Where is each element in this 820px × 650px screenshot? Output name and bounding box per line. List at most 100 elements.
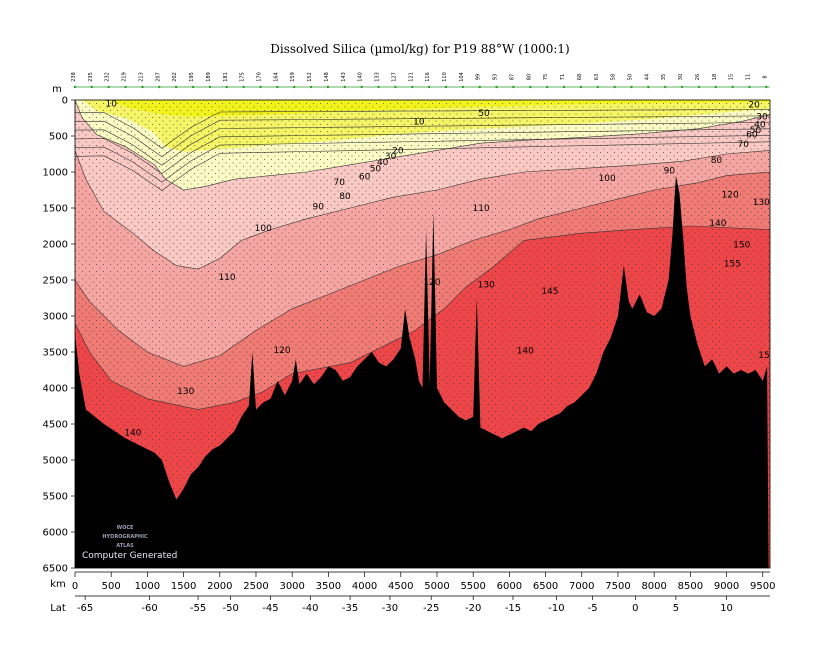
y-tick-label: 2500: [43, 276, 68, 287]
contour-label: 70: [334, 178, 346, 188]
station-marker: [765, 85, 768, 89]
contour-label: 60: [359, 172, 371, 182]
y-tick-label: 5000: [43, 456, 68, 467]
station-label: 170: [256, 72, 262, 82]
contour-line-0: [75, 100, 770, 191]
station-label: 207: [155, 72, 161, 82]
y-tick-label: 4500: [43, 420, 68, 431]
station-marker: [562, 85, 566, 89]
x-tick-label: 9000: [714, 581, 739, 592]
contour-label: 100: [255, 224, 272, 234]
station-label: 116: [425, 72, 431, 82]
station-marker: [377, 85, 380, 89]
lat-tick-label: -50: [222, 603, 238, 614]
station-label: 159: [290, 72, 296, 82]
station-label: 110: [442, 72, 448, 82]
station-label: 99: [476, 74, 482, 80]
station-label: 93: [493, 74, 499, 80]
contour-line-upper-4: [75, 128, 770, 174]
station-marker: [748, 85, 751, 89]
station-label: 8: [762, 75, 768, 78]
y-tick-label: 6000: [43, 528, 68, 539]
station-label: 202: [172, 72, 178, 82]
x-tick-label: 0: [72, 581, 78, 592]
contour-label: 110: [473, 204, 490, 214]
y-tick-label: 5500: [43, 492, 68, 503]
contour-label: 50: [370, 164, 382, 174]
station-label: 58: [611, 74, 617, 80]
contour-label: 100: [599, 174, 616, 184]
x-tick-label: 3500: [316, 581, 341, 592]
contour-label: 80: [339, 192, 351, 202]
station-marker: [293, 85, 296, 89]
lat-tick-label: -45: [262, 603, 278, 614]
contour-label: 10: [105, 100, 117, 110]
contour-label: 140: [124, 429, 141, 439]
x-tick-label: 8000: [641, 581, 666, 592]
station-marker: [731, 85, 734, 89]
x-tick-label: 7500: [605, 581, 630, 592]
contour-line-upper-6: [75, 141, 770, 191]
contour-label: 110: [218, 273, 235, 283]
station-marker: [478, 85, 481, 89]
station-label: 30: [678, 74, 684, 80]
station-label: 181: [223, 72, 229, 82]
lat-tick-label: -30: [382, 603, 398, 614]
y-tick-label: 3000: [43, 312, 68, 323]
station-label: 189: [206, 72, 212, 82]
lat-tick-label: -25: [423, 603, 439, 614]
x-tick-label: 4500: [388, 581, 413, 592]
contour-label: 120: [273, 346, 290, 356]
x-tick-label: 1500: [171, 581, 196, 592]
lat-axis-label: Lat: [50, 603, 66, 614]
station-label: 238: [71, 72, 77, 82]
station-marker: [664, 85, 667, 89]
lat-tick-label: -60: [141, 603, 157, 614]
station-label: 15: [729, 74, 735, 80]
station-marker: [461, 85, 465, 89]
station-marker: [174, 85, 178, 89]
lat-tick-label: -40: [302, 603, 318, 614]
x-axis-label: km: [50, 579, 66, 590]
station-marker: [124, 85, 127, 89]
station-label: 50: [627, 74, 633, 80]
watermark-line-1: WOCE: [117, 525, 134, 531]
station-marker: [259, 85, 262, 89]
contour-label: 150: [733, 241, 750, 251]
station-marker: [90, 85, 94, 89]
contour-line-upper-5: [75, 135, 770, 183]
plot-area: [75, 100, 770, 568]
watermark-line-3: ATLAS: [116, 543, 134, 549]
station-label: 44: [644, 74, 650, 80]
station-marker: [714, 85, 717, 89]
station-label: 133: [375, 72, 381, 82]
contour-label: 80: [711, 156, 723, 166]
x-tick-label: 3000: [279, 581, 304, 592]
station-label: 232: [105, 72, 111, 82]
station-marker: [512, 85, 515, 89]
watermark-line-2: HYDROGRAPHIC: [102, 534, 148, 540]
station-marker: [276, 85, 279, 89]
station-label: 11: [746, 74, 752, 80]
station-label: 143: [341, 72, 347, 82]
contour-label: 140: [709, 219, 726, 229]
station-marker: [680, 85, 684, 89]
plot-frame: [74, 99, 771, 569]
station-marker: [191, 85, 195, 89]
station-label: 18: [712, 74, 718, 80]
station-marker: [73, 85, 77, 89]
chart-title: Dissolved Silica (µmol/kg) for P19 88°W …: [270, 42, 569, 56]
station-marker: [141, 85, 144, 89]
station-marker: [309, 85, 313, 89]
x-tick-label: 4000: [352, 581, 377, 592]
lat-tick-label: 5: [673, 603, 679, 614]
axes: 0500100015002000250030003500400045005000…: [43, 96, 776, 615]
contour-label: 155: [724, 259, 741, 269]
station-label: 127: [391, 72, 397, 82]
lat-tick-label: -65: [77, 603, 93, 614]
lat-tick-label: -10: [548, 603, 564, 614]
station-marker: [225, 85, 228, 89]
contour-label: 140: [517, 347, 534, 357]
